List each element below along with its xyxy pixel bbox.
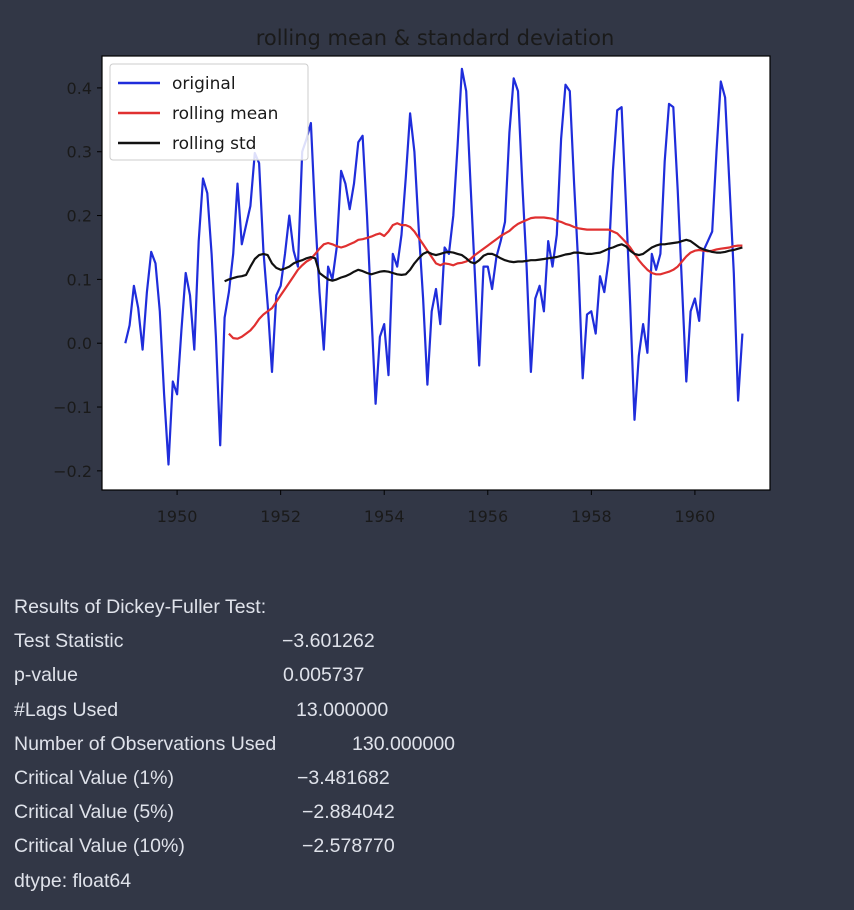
series-line-rolling-mean	[228, 216, 743, 340]
chart-svg: rolling mean & standard deviation 1950 19…	[53, 26, 771, 526]
dft-value: −3.601262	[282, 630, 375, 653]
legend-label-original: original	[172, 74, 236, 94]
legend-label-rolling-std: rolling std	[172, 134, 256, 154]
y-tick-label: 0.4	[67, 79, 92, 98]
y-tick-label: −0.2	[53, 462, 92, 481]
dft-row: Test Statistic −3.601262	[14, 624, 375, 658]
series-line-rolling-std	[224, 238, 743, 283]
dft-row: Critical Value (1%) −3.481682	[14, 761, 390, 795]
dft-dtype: dtype: float64	[14, 869, 132, 892]
chart-title: rolling mean & standard deviation	[256, 26, 615, 50]
series-line-original	[124, 67, 744, 466]
dft-label: Critical Value (1%)	[14, 766, 175, 789]
dft-label: Number of Observations Used	[14, 732, 277, 755]
y-tick-label: 0.1	[67, 270, 92, 289]
dft-row: #Lags Used 13.000000	[14, 693, 388, 727]
rolling-stats-chart: rolling mean & standard deviation 1950 19…	[53, 26, 771, 526]
x-tick-label: 1950	[157, 507, 198, 526]
dft-row: Critical Value (5%) −2.884042	[14, 795, 395, 829]
x-tick-label: 1958	[571, 507, 612, 526]
dickey-fuller-output: Results of Dickey-Fuller Test: Test Stat…	[14, 590, 455, 898]
y-tick-label: 0.3	[67, 143, 92, 162]
dft-value: −2.884042	[302, 801, 395, 824]
dft-row: Number of Observations Used 130.000000	[14, 727, 455, 761]
dft-label: Test Statistic	[14, 630, 124, 653]
x-tick-label: 1956	[467, 507, 508, 526]
y-tick-label: −0.1	[53, 398, 92, 417]
dft-label: Critical Value (5%)	[14, 801, 175, 824]
dft-row: p-value 0.005737	[14, 658, 364, 692]
dft-value: −2.578770	[302, 835, 395, 858]
dft-value: 130.000000	[352, 732, 456, 755]
dft-label: Critical Value (10%)	[14, 835, 185, 858]
dft-header: Results of Dickey-Fuller Test:	[14, 596, 267, 618]
y-tick-label: 0.2	[67, 207, 92, 226]
legend-label-rolling-mean: rolling mean	[172, 104, 278, 124]
legend: original rolling mean rolling std	[109, 63, 309, 161]
dft-value: −3.481682	[297, 766, 390, 789]
legend-box	[109, 63, 309, 161]
axes-layer: 1950 1952 1954 1956 1958 1960 0.4 0.3 0.2 0.1 0.0 −…	[53, 79, 715, 526]
x-tick-label: 1952	[260, 507, 301, 526]
x-tick-label: 1960	[675, 507, 716, 526]
series-layer	[124, 67, 744, 466]
dft-value: 0.005737	[283, 664, 365, 687]
y-tick-label: 0.0	[67, 334, 92, 353]
dft-row: Critical Value (10%) −2.578770	[14, 829, 395, 863]
dft-value: 13.000000	[296, 698, 389, 721]
dft-label: #Lags Used	[14, 698, 119, 721]
dft-label: p-value	[14, 664, 78, 687]
x-tick-label: 1954	[364, 507, 405, 526]
